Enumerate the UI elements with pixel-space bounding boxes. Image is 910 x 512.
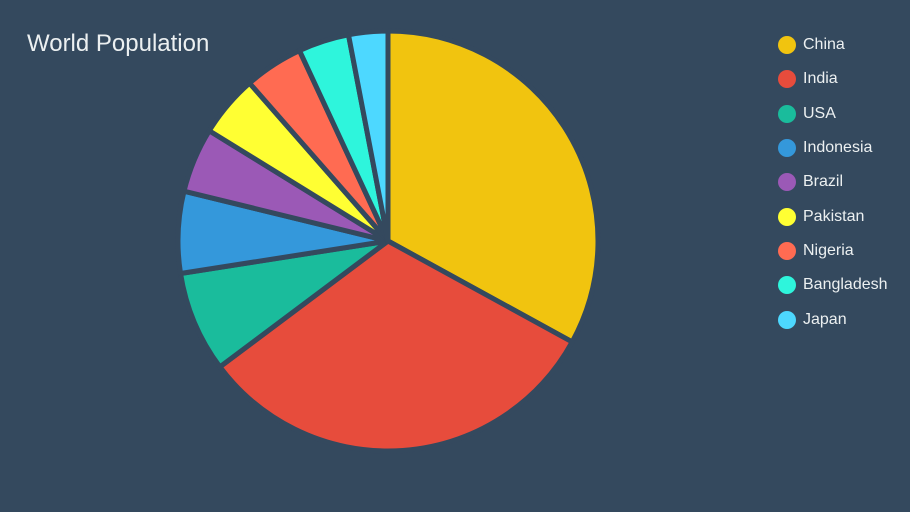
- legend-label-nigeria: Nigeria: [803, 241, 854, 259]
- legend-swatch-brazil: [778, 173, 796, 192]
- chart-title: World Population: [27, 30, 210, 57]
- legend-swatch-japan: [778, 310, 796, 329]
- legend-item-usa[interactable]: USA: [778, 97, 888, 131]
- legend-label-pakistan: Pakistan: [803, 207, 865, 225]
- legend-label-bangladesh: Bangladesh: [803, 276, 888, 294]
- pie-slice-japan[interactable]: [345, 28, 391, 244]
- legend-label-usa: USA: [803, 104, 836, 122]
- legend-swatch-china: [778, 36, 796, 55]
- legend-label-india: India: [803, 70, 838, 88]
- legend-item-japan[interactable]: Japan: [778, 302, 888, 336]
- pie-slice-china[interactable]: [385, 28, 601, 345]
- legend-item-nigeria[interactable]: Nigeria: [778, 234, 888, 268]
- legend-label-china: China: [803, 36, 845, 54]
- legend-swatch-indonesia: [778, 139, 796, 158]
- legend-item-brazil[interactable]: Brazil: [778, 165, 888, 199]
- legend-label-brazil: Brazil: [803, 173, 844, 191]
- legend-swatch-nigeria: [778, 241, 796, 260]
- legend-label-japan: Japan: [803, 310, 847, 328]
- legend-swatch-india: [778, 70, 796, 89]
- pie-slice-india[interactable]: [217, 238, 575, 454]
- legend-item-bangladesh[interactable]: Bangladesh: [778, 268, 888, 302]
- legend-swatch-bangladesh: [778, 276, 796, 295]
- legend: China India USA Indonesia Brazil Pakistan Nige…: [778, 28, 888, 337]
- legend-item-china[interactable]: China: [778, 28, 888, 62]
- legend-label-indonesia: Indonesia: [803, 139, 873, 157]
- legend-swatch-usa: [778, 104, 796, 123]
- legend-item-indonesia[interactable]: Indonesia: [778, 131, 888, 165]
- legend-swatch-pakistan: [778, 207, 796, 226]
- legend-item-pakistan[interactable]: Pakistan: [778, 199, 888, 233]
- legend-item-india[interactable]: India: [778, 62, 888, 96]
